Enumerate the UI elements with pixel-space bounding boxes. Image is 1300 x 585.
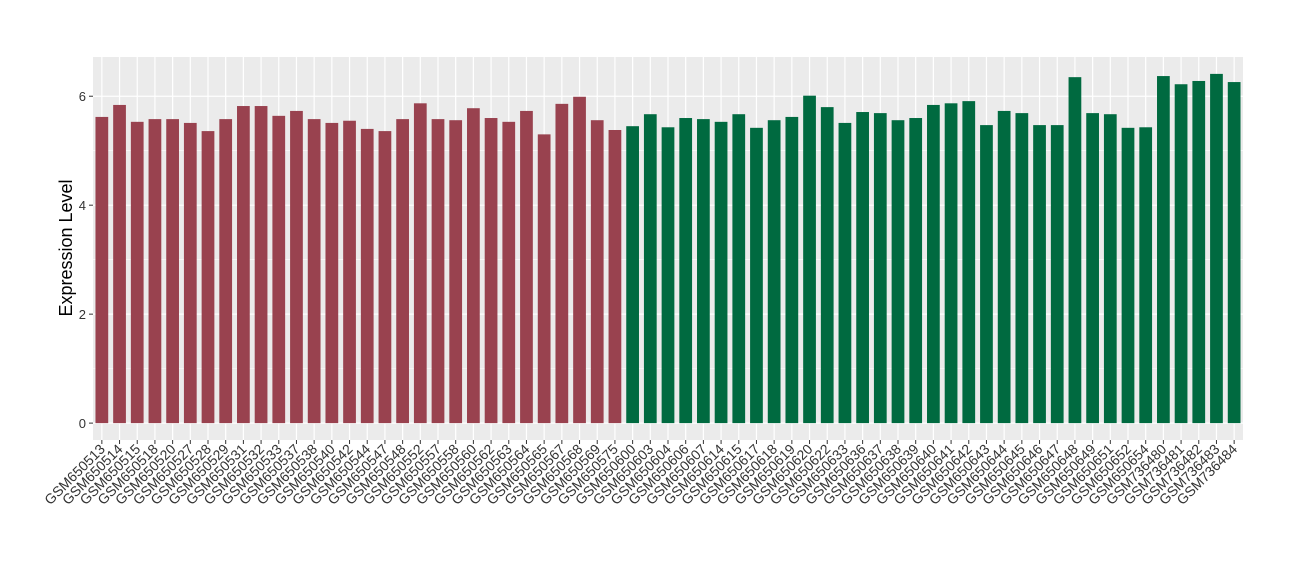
bar	[219, 119, 233, 424]
bar	[803, 95, 816, 424]
bar	[732, 114, 746, 424]
bar	[626, 126, 639, 424]
bar	[1210, 73, 1223, 424]
bar	[1015, 113, 1029, 424]
bar	[201, 131, 215, 424]
bar	[449, 120, 463, 424]
y-tick-label: 2	[79, 307, 86, 322]
bar	[962, 101, 976, 424]
bar	[1086, 113, 1099, 424]
bar	[254, 106, 268, 424]
y-tick-label: 0	[79, 416, 86, 431]
bar	[608, 130, 622, 424]
bar	[95, 116, 109, 424]
bar	[113, 104, 126, 424]
bar	[856, 112, 869, 424]
bar	[909, 118, 923, 424]
bar	[590, 120, 604, 424]
bar	[820, 107, 834, 424]
bar	[555, 103, 569, 424]
bar	[980, 125, 993, 424]
bar	[1033, 125, 1046, 424]
bar	[1103, 114, 1117, 424]
bar	[467, 108, 480, 424]
bar	[520, 110, 533, 424]
bar	[661, 127, 675, 424]
bar	[997, 110, 1011, 424]
bar	[1157, 76, 1170, 424]
bar	[272, 115, 286, 424]
bar	[378, 131, 392, 424]
bar	[750, 127, 763, 424]
bar	[183, 122, 197, 424]
bar	[343, 120, 356, 424]
bar	[573, 96, 586, 424]
bar	[697, 119, 710, 424]
bar	[1192, 80, 1206, 424]
bar	[1227, 82, 1241, 424]
bar	[537, 134, 551, 424]
bar	[431, 119, 445, 424]
bar	[1050, 125, 1064, 424]
bar	[1068, 77, 1082, 424]
bar	[307, 119, 321, 424]
y-tick-label: 4	[79, 198, 86, 213]
bar	[237, 106, 250, 424]
bar	[166, 119, 179, 424]
bar	[838, 122, 852, 424]
bar	[891, 120, 905, 424]
bar	[927, 104, 940, 424]
bar	[502, 121, 516, 424]
bar	[643, 114, 657, 424]
bar	[767, 120, 781, 424]
bar	[873, 113, 887, 424]
bar	[130, 121, 144, 424]
bar	[1121, 127, 1135, 424]
bar	[1174, 84, 1188, 424]
bar	[714, 121, 728, 424]
bar	[396, 119, 409, 424]
bar	[148, 119, 162, 424]
bar	[944, 103, 958, 424]
bar	[484, 118, 498, 424]
y-axis-label: Expression Level	[56, 179, 76, 316]
y-tick-label: 6	[79, 89, 86, 104]
bar	[325, 122, 339, 424]
bar	[1139, 127, 1153, 424]
bar	[679, 118, 693, 424]
bar	[413, 103, 427, 424]
bar	[785, 116, 799, 424]
bar	[360, 128, 374, 424]
bar	[290, 110, 303, 424]
